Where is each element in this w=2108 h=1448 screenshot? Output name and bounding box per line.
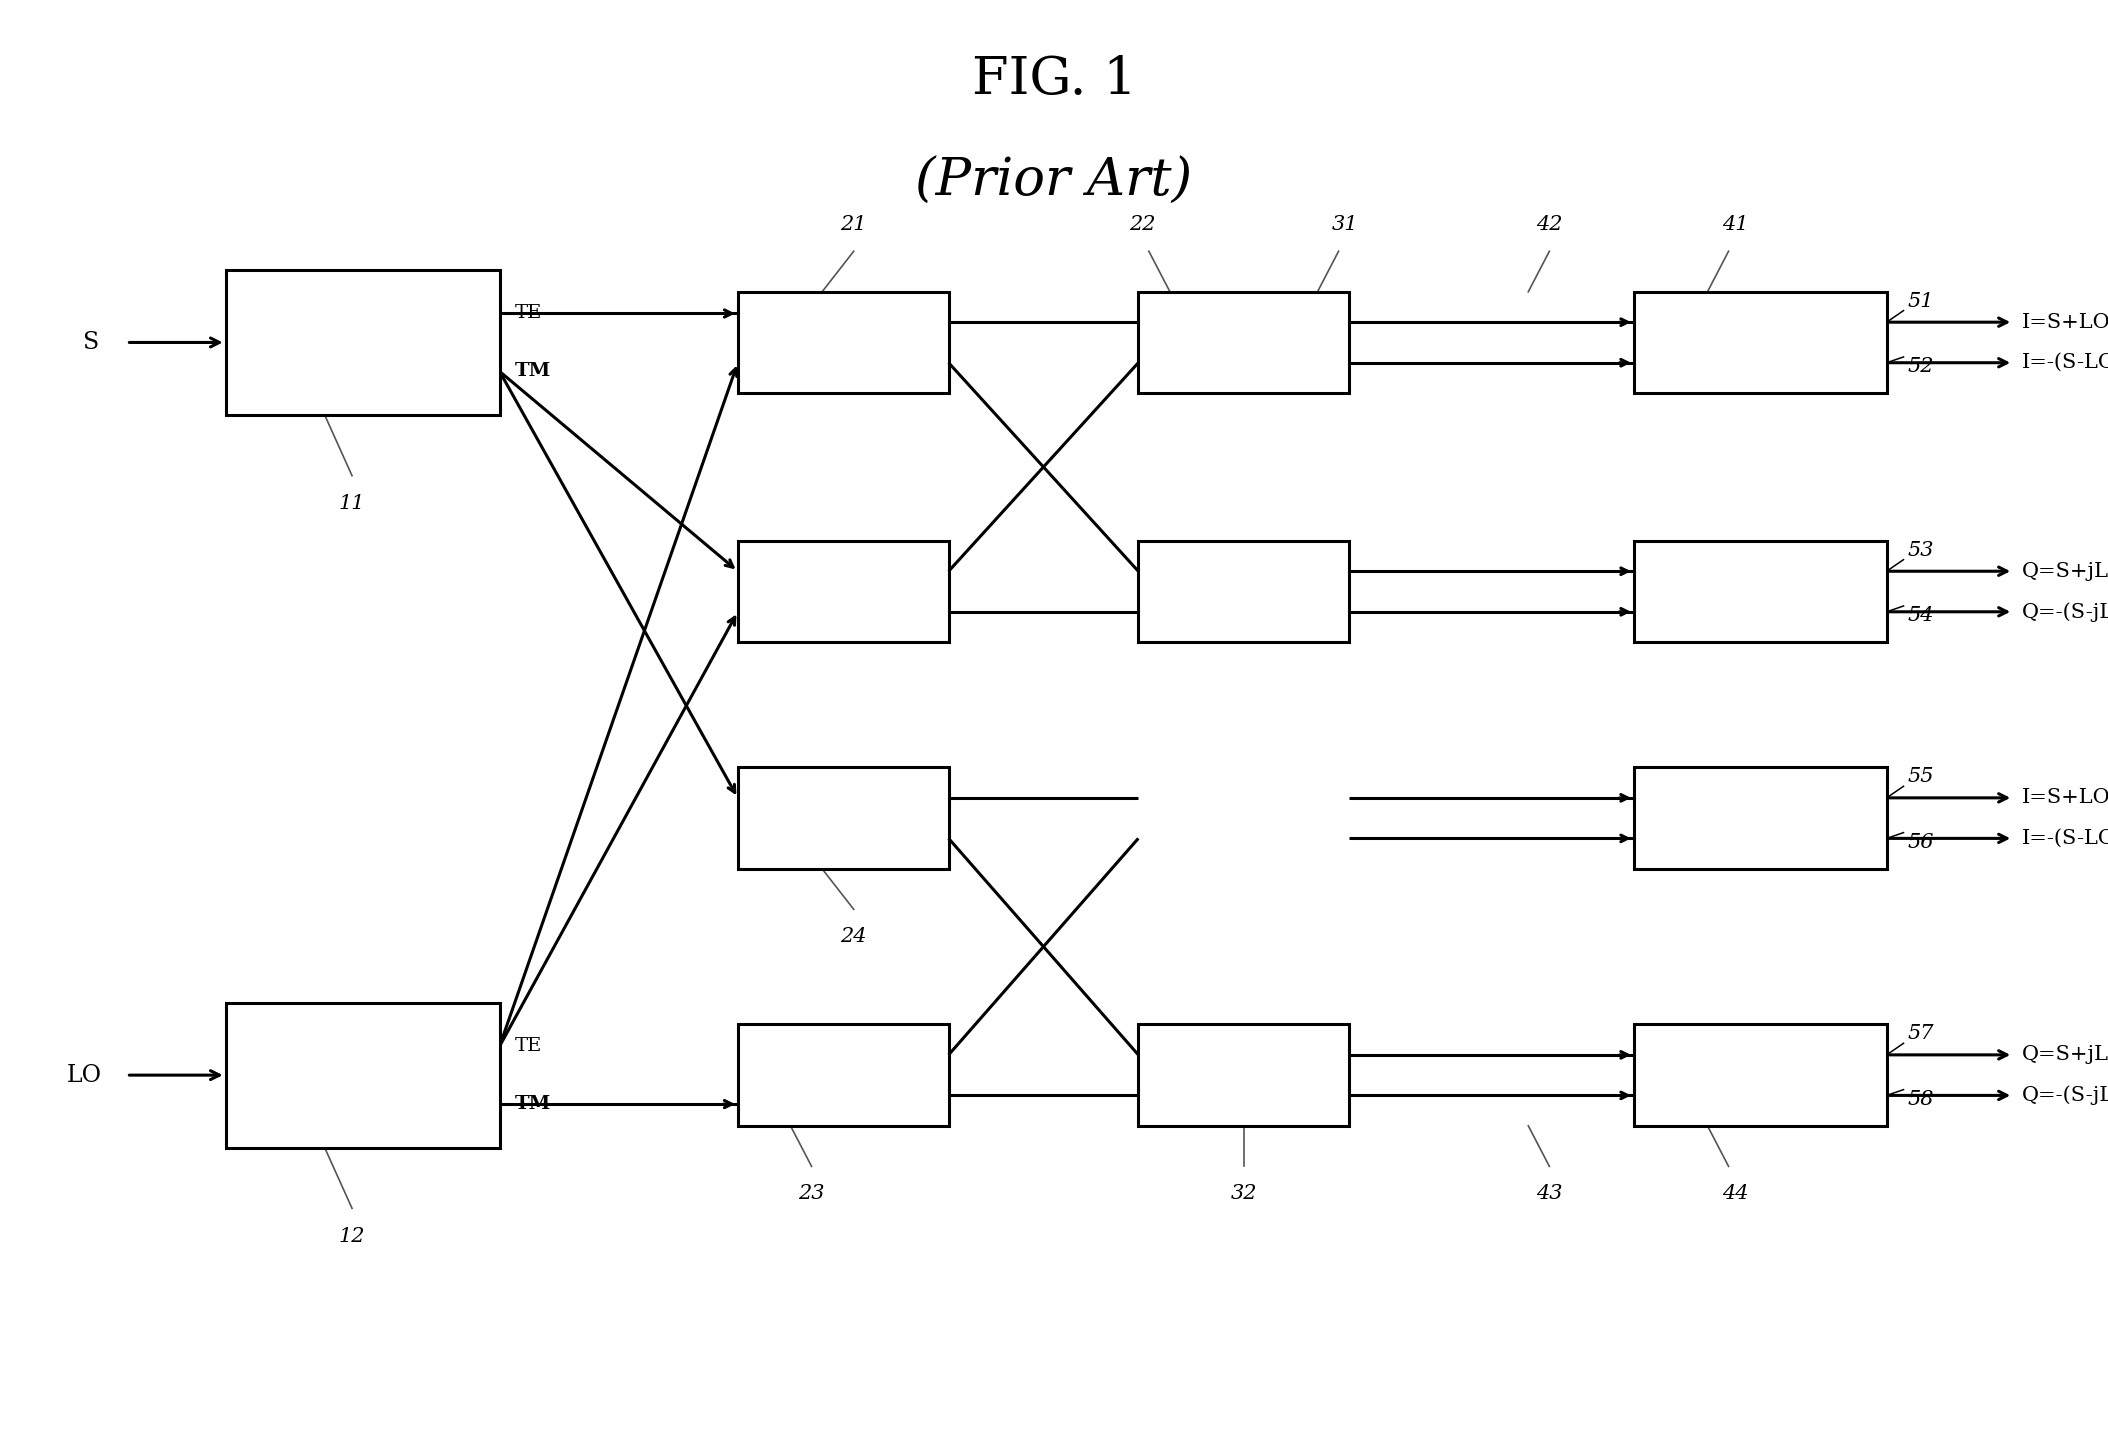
Bar bbox=[738, 767, 949, 869]
Text: 11: 11 bbox=[339, 495, 365, 514]
Text: TM: TM bbox=[514, 362, 550, 381]
Bar bbox=[738, 542, 949, 643]
Bar bbox=[226, 269, 500, 414]
Text: LO: LO bbox=[67, 1064, 101, 1086]
Text: TE: TE bbox=[514, 1037, 542, 1056]
Text: (Prior Art): (Prior Art) bbox=[915, 155, 1193, 207]
Bar bbox=[226, 1002, 500, 1147]
Bar bbox=[1138, 1025, 1349, 1127]
Bar bbox=[1138, 542, 1349, 643]
Bar bbox=[738, 1025, 949, 1127]
Text: 22: 22 bbox=[1130, 214, 1155, 233]
Text: 31: 31 bbox=[1332, 214, 1358, 233]
Text: Q=S+jLO: Q=S+jLO bbox=[2022, 562, 2108, 581]
Text: Q=-(S-jLO): Q=-(S-jLO) bbox=[2022, 602, 2108, 621]
Bar bbox=[1634, 1025, 1887, 1127]
Bar bbox=[1634, 767, 1887, 869]
Text: 41: 41 bbox=[1722, 214, 1748, 233]
Text: 44: 44 bbox=[1722, 1184, 1748, 1203]
Text: I=S+LO: I=S+LO bbox=[2022, 313, 2108, 332]
Text: 52: 52 bbox=[1908, 358, 1935, 376]
Text: TM: TM bbox=[514, 1095, 550, 1114]
Text: 58: 58 bbox=[1908, 1089, 1935, 1109]
Text: 53: 53 bbox=[1908, 540, 1935, 560]
Bar bbox=[1634, 542, 1887, 643]
Text: I=-(S-LO): I=-(S-LO) bbox=[2022, 353, 2108, 372]
Text: TE: TE bbox=[514, 304, 542, 323]
Text: 12: 12 bbox=[339, 1228, 365, 1247]
Text: FIG. 1: FIG. 1 bbox=[972, 54, 1136, 106]
Text: 54: 54 bbox=[1908, 607, 1935, 626]
Text: 23: 23 bbox=[799, 1184, 824, 1203]
Bar bbox=[1138, 292, 1349, 392]
Text: I=S+LO: I=S+LO bbox=[2022, 788, 2108, 808]
Text: 21: 21 bbox=[841, 214, 866, 233]
Text: 43: 43 bbox=[1537, 1184, 1562, 1203]
Text: Q=-(S-jLO): Q=-(S-jLO) bbox=[2022, 1086, 2108, 1105]
Text: 55: 55 bbox=[1908, 767, 1935, 786]
Text: 42: 42 bbox=[1537, 214, 1562, 233]
Bar bbox=[1634, 292, 1887, 392]
Text: I=-(S-LO): I=-(S-LO) bbox=[2022, 828, 2108, 849]
Bar bbox=[738, 292, 949, 392]
Text: 56: 56 bbox=[1908, 833, 1935, 851]
Text: S: S bbox=[82, 332, 99, 353]
Text: 57: 57 bbox=[1908, 1024, 1935, 1043]
Text: 32: 32 bbox=[1231, 1184, 1256, 1203]
Text: 24: 24 bbox=[841, 927, 866, 946]
Text: 51: 51 bbox=[1908, 291, 1935, 310]
Text: Q=S+jLO: Q=S+jLO bbox=[2022, 1045, 2108, 1064]
